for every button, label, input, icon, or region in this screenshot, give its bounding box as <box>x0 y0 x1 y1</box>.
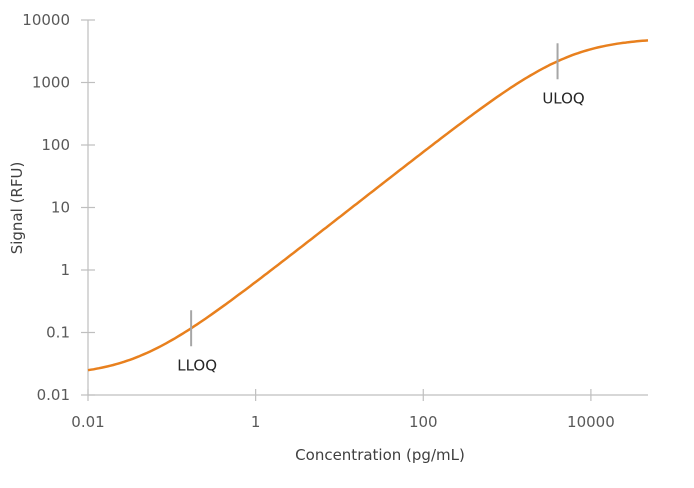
y-axis-label: Signal (RFU) <box>8 162 26 255</box>
y-tick-label: 0.1 <box>46 324 70 342</box>
x-tick-label: 100 <box>409 413 438 431</box>
x-tick-label: 1 <box>251 413 261 431</box>
y-tick-label: 0.01 <box>37 386 70 404</box>
y-tick-label: 10000 <box>22 11 70 29</box>
y-tick-label: 1 <box>60 261 70 279</box>
x-axis-label: Concentration (pg/mL) <box>295 446 465 464</box>
y-tick-label: 10 <box>51 199 70 217</box>
y-tick-label: 100 <box>41 136 70 154</box>
standard-curve-line <box>87 39 649 372</box>
x-tick-label: 10000 <box>567 413 615 431</box>
annotation-label-lloq: LLOQ <box>177 356 217 374</box>
annotation-label-uloq: ULOQ <box>542 89 584 107</box>
x-tick-label: 0.01 <box>71 413 104 431</box>
y-tick-label: 1000 <box>32 74 70 92</box>
